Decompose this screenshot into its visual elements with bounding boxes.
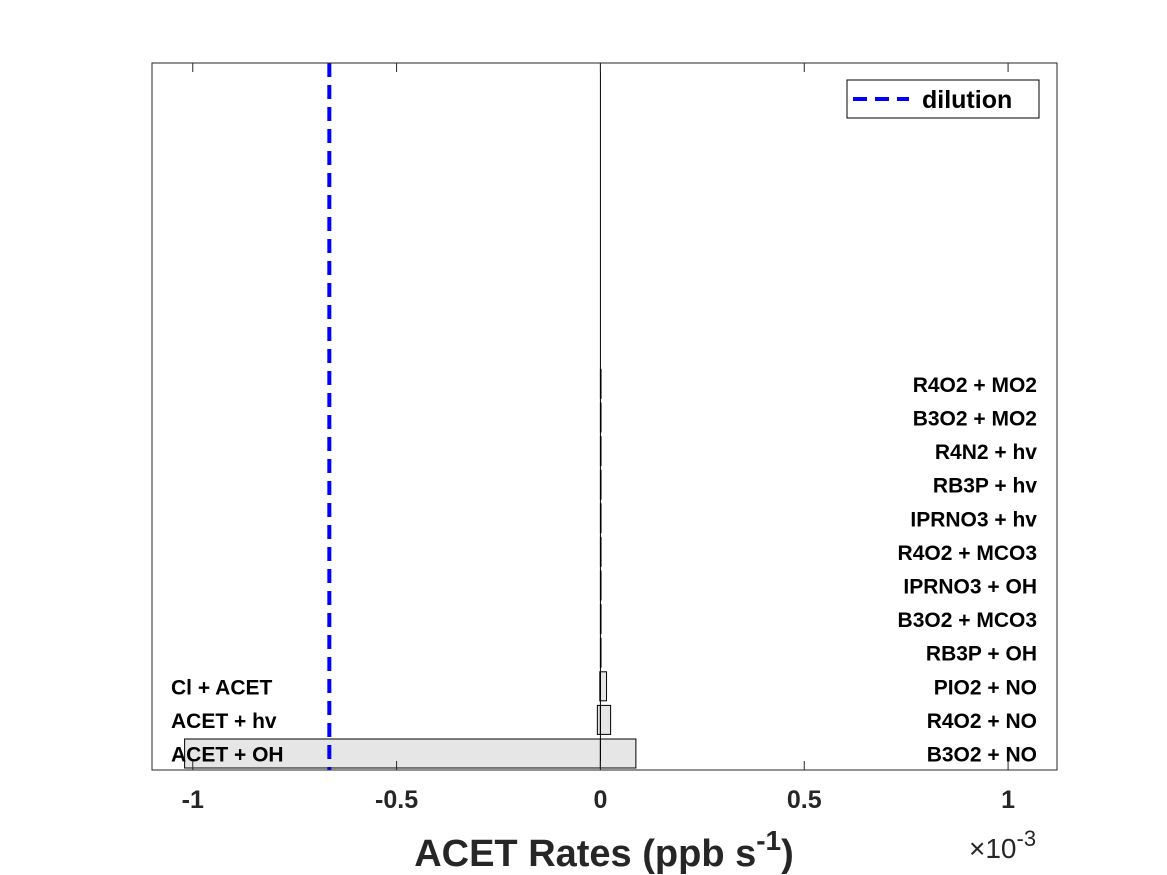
bar-label-positive: R4O2 + NO [927,710,1037,733]
bar-label-positive: B3O2 + NO [927,744,1037,767]
bar-label-positive: IPRNO3 + OH [903,576,1037,599]
bar-positive [599,671,608,702]
x-tick-label: -1 [182,786,204,814]
bar-label-positive: IPRNO3 + hv [910,508,1037,531]
x-tick-label: -0.5 [375,786,418,814]
bar-label-positive: PIO2 + NO [934,676,1037,699]
bar-positive [599,704,612,735]
x-tick-label: 0.5 [787,786,822,814]
axes-box [151,62,1058,771]
bar-label-positive: B3O2 + MCO3 [898,609,1037,632]
bar-label-negative: ACET + hv [171,710,277,733]
bar-label-positive: R4N2 + hv [935,441,1037,464]
bar-labels-group: ACET + OH ACET + hv Cl + ACET B3O2 + NO R4O2… [171,374,1037,767]
bar-label-positive: R4O2 + MO2 [913,374,1037,397]
bar-label-positive: RB3P + OH [926,643,1037,666]
x-exponent-label: ×10-3 [969,826,1036,864]
x-axis-label: ACET Rates (ppb s-1) [414,825,794,875]
bars-group [152,63,1057,770]
x-axis-label-sup: -1 [756,825,781,856]
bar-label-negative: ACET + OH [171,744,284,767]
legend: dilution [846,79,1040,119]
legend-label-dilution: dilution [922,86,1012,114]
x-exponent-base: ×10 [969,833,1017,864]
x-exponent-sup: -3 [1017,826,1037,851]
x-axis-label-close: ) [781,833,794,875]
x-tick-label: 0 [593,786,607,814]
bar-label-positive: RB3P + hv [933,475,1037,498]
bar-positive [599,738,637,769]
bar-label-negative: Cl + ACET [171,676,272,699]
x-tick-label: 1 [1001,786,1015,814]
plot-area [152,63,1057,770]
bar-negative [184,738,601,769]
bar-label-positive: B3O2 + MO2 [913,408,1037,431]
bar-label-positive: R4O2 + MCO3 [898,542,1037,565]
x-axis-label-main: ACET Rates (ppb s [414,833,756,875]
